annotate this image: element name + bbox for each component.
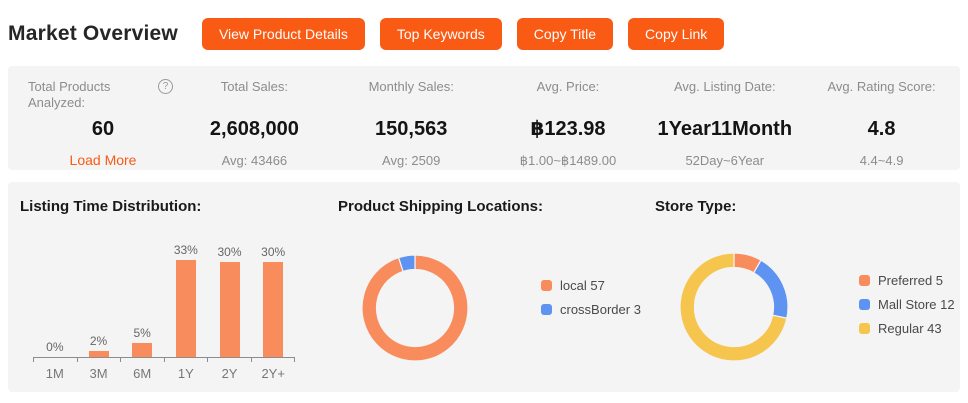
legend-label: Mall Store 12	[878, 297, 955, 312]
stat-value: ฿123.98	[530, 118, 606, 140]
bar	[132, 343, 153, 357]
bar-group: 5%	[120, 326, 164, 357]
axis-tick	[163, 358, 208, 362]
stat-sub: 4.4~4.9	[859, 153, 904, 168]
copy-title-button[interactable]: Copy Title	[516, 18, 614, 50]
stat-sub: 52Day~6Year	[685, 153, 765, 168]
x-axis-label: 6M	[133, 366, 152, 381]
legend-label: local 57	[560, 278, 605, 293]
stat-avg-price: Avg. Price: ฿123.98 ฿1.00~฿1489.00	[490, 79, 647, 170]
store-type-legend: Preferred 5 Mall Store 12 Regular 43	[859, 273, 955, 336]
legend-item[interactable]: crossBorder 3	[541, 302, 641, 317]
bar	[175, 260, 196, 357]
bar	[88, 351, 109, 357]
stats-summary-panel: Total Products Analyzed: ? 60 Load More …	[8, 66, 960, 170]
x-axis-label: 1Y	[177, 366, 194, 381]
stat-avg-listing-date: Avg. Listing Date: 1Year11Month 52Day~6Y…	[646, 79, 803, 170]
stat-label: Avg. Listing Date:	[673, 79, 776, 94]
stat-label: Avg. Rating Score:	[827, 79, 936, 94]
page-title: Market Overview	[8, 22, 178, 45]
load-more-link[interactable]: Load More	[69, 152, 137, 168]
stat-monthly-sales: Monthly Sales: 150,563 Avg: 2509	[333, 79, 490, 170]
stat-total-sales: Total Sales: 2,608,000 Avg: 43466	[176, 79, 333, 170]
axis-tick	[76, 358, 121, 362]
stat-sub: ฿1.00~฿1489.00	[519, 153, 617, 168]
x-axis-label: 2Y	[221, 366, 238, 381]
bar-group: 33%	[164, 243, 208, 357]
stat-value: 2,608,000	[209, 118, 299, 140]
stat-sub: Avg: 2509	[382, 153, 441, 168]
x-axis-labels: 1M 3M 6M 1Y 2Y 2Y+	[33, 366, 295, 381]
store-type-chart-title: Store Type:	[655, 198, 737, 215]
legend-swatch	[859, 323, 870, 334]
header-button-group: View Product Details Top Keywords Copy T…	[201, 18, 725, 50]
stat-value: 1Year11Month	[657, 118, 793, 140]
page-header: Market Overview View Product Details Top…	[0, 0, 968, 52]
shipping-locations-chart-title: Product Shipping Locations:	[338, 198, 543, 215]
donut-slice-local	[361, 254, 469, 362]
legend-item[interactable]: Mall Store 12	[859, 297, 955, 312]
stat-label: Monthly Sales:	[368, 79, 454, 94]
bar-value-label: 30%	[261, 245, 286, 259]
stat-label: Total Sales:	[220, 79, 288, 94]
legend-item[interactable]: local 57	[541, 278, 641, 293]
bar-value-label: 0%	[46, 340, 64, 354]
axis-tick	[250, 358, 295, 362]
bar-value-label: 33%	[173, 243, 198, 257]
stat-label: Total Products Analyzed:	[28, 79, 111, 110]
help-icon[interactable]: ?	[158, 79, 173, 94]
top-keywords-button[interactable]: Top Keywords	[379, 18, 502, 50]
stat-total-products: Total Products Analyzed: ? 60 Load More	[8, 79, 176, 170]
donut-slice-crossborder	[397, 254, 416, 273]
legend-swatch	[541, 304, 552, 315]
charts-panel: Listing Time Distribution: Product Shipp…	[8, 182, 960, 392]
legend-label: crossBorder 3	[560, 302, 641, 317]
x-axis-label: 3M	[89, 366, 108, 381]
stat-sub: Avg: 43466	[221, 153, 288, 168]
legend-swatch	[859, 275, 870, 286]
stat-value: 60	[91, 118, 115, 140]
bar-value-label: 30%	[217, 245, 242, 259]
bar-group: 30%	[251, 245, 295, 357]
view-product-details-button[interactable]: View Product Details	[201, 18, 365, 50]
legend-label: Regular 43	[878, 321, 942, 336]
x-axis-label: 1M	[45, 366, 64, 381]
legend-label: Preferred 5	[878, 273, 944, 288]
legend-item[interactable]: Preferred 5	[859, 273, 955, 288]
bar-plot-area: 0% 2% 5% 33% 30% 30%	[33, 222, 295, 357]
bar-value-label: 5%	[133, 326, 151, 340]
bar	[263, 262, 284, 357]
stat-value: 4.8	[867, 118, 896, 140]
bar-group: 30%	[208, 245, 252, 357]
stat-label: Avg. Price:	[536, 79, 600, 94]
donut-slice-mall-store	[752, 259, 789, 319]
bar-group: 2%	[77, 334, 121, 357]
bar-value-label: 2%	[89, 334, 108, 348]
stat-value: 150,563	[375, 118, 448, 140]
legend-swatch	[859, 299, 870, 310]
bar-group: 0%	[33, 340, 77, 357]
listing-time-chart-title: Listing Time Distribution:	[20, 198, 202, 215]
legend-swatch	[541, 280, 552, 291]
axis-tick	[207, 358, 251, 362]
store-type-donut	[679, 252, 789, 362]
bar	[219, 262, 240, 357]
copy-link-button[interactable]: Copy Link	[628, 18, 725, 50]
legend-item[interactable]: Regular 43	[859, 321, 955, 336]
shipping-locations-donut	[361, 254, 469, 362]
axis-tick	[120, 358, 164, 362]
axis-tick	[33, 358, 77, 362]
x-axis	[33, 357, 295, 362]
shipping-locations-legend: local 57 crossBorder 3	[541, 278, 641, 317]
listing-time-distribution-chart: 0% 2% 5% 33% 30% 30% 1M 3M 6M 1Y 2Y 2Y+	[33, 222, 295, 381]
x-axis-label: 2Y+	[261, 366, 285, 381]
donut-slice-regular	[679, 252, 788, 362]
stat-avg-rating: Avg. Rating Score: 4.8 4.4~4.9	[803, 79, 960, 170]
